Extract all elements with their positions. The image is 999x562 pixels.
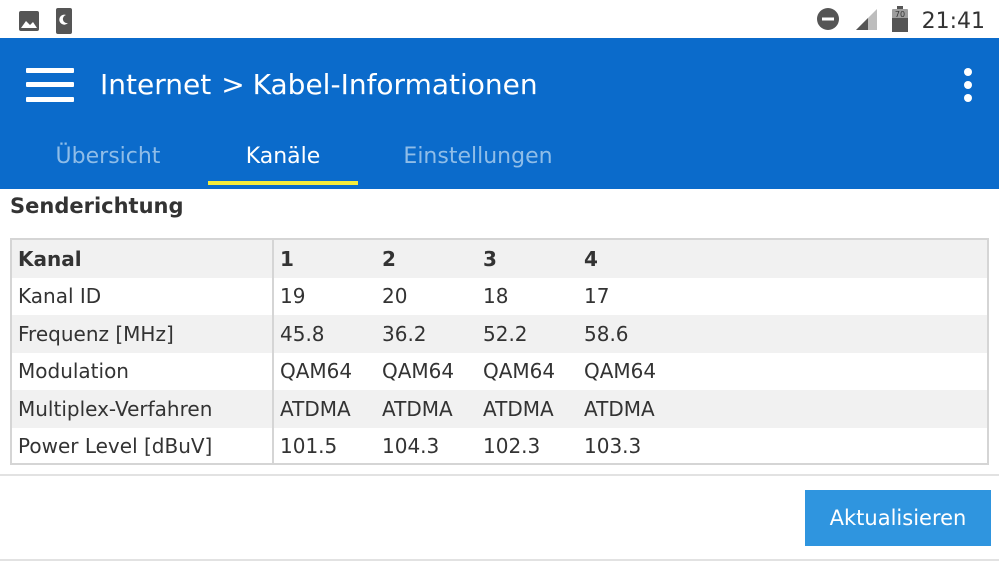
- tab-einstellungen[interactable]: Einstellungen: [392, 134, 564, 189]
- do-not-disturb-icon: [816, 7, 840, 36]
- row-label: Power Level [dBuV]: [18, 434, 213, 459]
- column-divider: [272, 240, 274, 463]
- table-row: Modulation QAM64 QAM64 QAM64 QAM64: [12, 353, 987, 391]
- table-header-cell: 1: [280, 246, 294, 271]
- table-cell: 17: [584, 284, 610, 309]
- table-cell: 45.8: [280, 321, 325, 346]
- table-cell: ATDMA: [382, 396, 453, 421]
- phone-sleep-icon: [56, 8, 72, 39]
- row-label: Frequenz [MHz]: [18, 321, 174, 346]
- table-row: Power Level [dBuV] 101.5 104.3 102.3 103…: [12, 428, 987, 466]
- table-cell: QAM64: [483, 359, 556, 384]
- image-icon: [18, 10, 40, 37]
- table-cell: 20: [382, 284, 408, 309]
- table-header-cell: 4: [584, 246, 598, 271]
- divider: [0, 474, 999, 476]
- table-cell: 103.3: [584, 434, 642, 459]
- row-label: Modulation: [18, 359, 129, 384]
- table-cell: 36.2: [382, 321, 427, 346]
- breadcrumb: Internet > Kabel-Informationen: [100, 66, 538, 102]
- table-cell: 58.6: [584, 321, 629, 346]
- table-cell: QAM64: [280, 359, 353, 384]
- table-cell: QAM64: [382, 359, 455, 384]
- table-header-label: Kanal: [18, 246, 82, 271]
- row-label: Kanal ID: [18, 284, 102, 309]
- page-title: Kabel-Informationen: [252, 67, 538, 101]
- table-cell: QAM64: [584, 359, 657, 384]
- table-cell: 104.3: [382, 434, 440, 459]
- table-cell: 101.5: [280, 434, 338, 459]
- breadcrumb-parent[interactable]: Internet: [100, 67, 212, 101]
- table-row: Frequenz [MHz] 45.8 36.2 52.2 58.6: [12, 315, 987, 353]
- battery-level: 70: [895, 10, 905, 19]
- app-bar: Internet > Kabel-Informationen Übersicht…: [0, 38, 999, 189]
- hamburger-menu-icon[interactable]: [26, 68, 74, 102]
- table-header-row: Kanal 1 2 3 4: [12, 240, 987, 278]
- table-cell: 52.2: [483, 321, 528, 346]
- cell-signal-icon: [854, 7, 878, 36]
- active-tab-indicator: [208, 181, 358, 185]
- breadcrumb-separator: >: [221, 67, 245, 101]
- section-title: Senderichtung: [10, 194, 184, 218]
- table-cell: ATDMA: [584, 396, 655, 421]
- table-cell: ATDMA: [280, 396, 351, 421]
- tab-label: Übersicht: [55, 144, 161, 169]
- clock: 21:41: [921, 9, 985, 34]
- table-cell: ATDMA: [483, 396, 554, 421]
- table-cell: 18: [483, 284, 509, 309]
- battery-icon: 70: [891, 6, 908, 37]
- refresh-button[interactable]: Aktualisieren: [805, 490, 991, 546]
- table-cell: 102.3: [483, 434, 541, 459]
- tab-kanaele[interactable]: Kanäle: [208, 134, 358, 189]
- table-header-cell: 2: [382, 246, 396, 271]
- table-header-cell: 3: [483, 246, 497, 271]
- channel-table: Kanal 1 2 3 4 Kanal ID 19 20 18 17 Frequ…: [10, 238, 989, 465]
- row-label: Multiplex-Verfahren: [18, 396, 213, 421]
- tab-label: Kanäle: [245, 144, 321, 169]
- more-options-icon[interactable]: [961, 68, 975, 102]
- status-bar: 70 21:41: [0, 0, 999, 38]
- tab-label: Einstellungen: [403, 144, 553, 169]
- tab-bar: Übersicht Kanäle Einstellungen: [0, 134, 999, 189]
- table-row: Multiplex-Verfahren ATDMA ATDMA ATDMA AT…: [12, 390, 987, 428]
- divider: [0, 559, 999, 561]
- tab-uebersicht[interactable]: Übersicht: [40, 134, 176, 189]
- table-row: Kanal ID 19 20 18 17: [12, 278, 987, 316]
- table-cell: 19: [280, 284, 306, 309]
